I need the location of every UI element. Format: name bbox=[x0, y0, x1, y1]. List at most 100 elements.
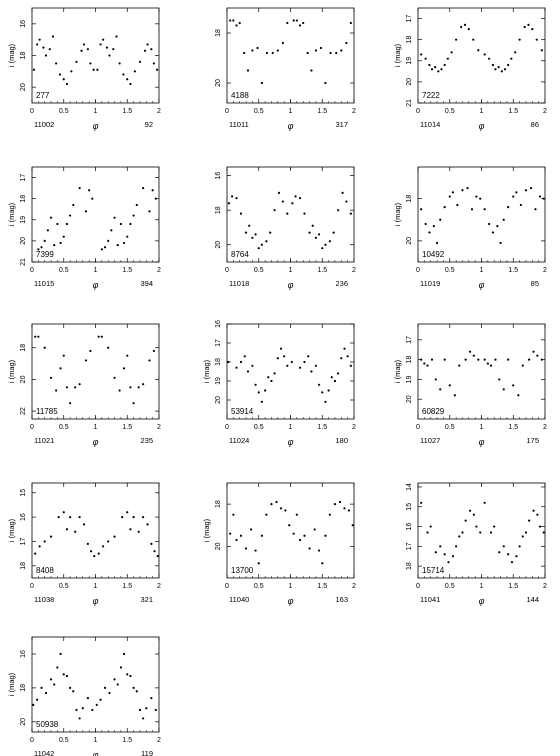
data-point bbox=[302, 21, 305, 25]
data-point bbox=[58, 73, 62, 76]
data-point bbox=[440, 68, 443, 71]
data-point bbox=[430, 358, 434, 361]
data-point bbox=[235, 196, 238, 200]
data-point bbox=[238, 21, 241, 25]
data-point bbox=[102, 545, 105, 548]
data-point bbox=[78, 516, 81, 519]
data-point bbox=[53, 683, 56, 686]
data-point bbox=[138, 60, 142, 63]
data-point bbox=[475, 525, 478, 528]
data-point bbox=[279, 347, 283, 350]
data-point bbox=[239, 534, 243, 537]
period-label: 119 bbox=[141, 749, 153, 756]
field-id-label: 11014 bbox=[420, 120, 440, 129]
y-tick-label: 20 bbox=[406, 395, 413, 403]
data-point bbox=[107, 346, 110, 349]
data-point bbox=[328, 240, 331, 243]
light-curve-panel-53914: 0 0.5 1 1.5 2 16 17 18 19 20 53914 11024 180 φ i (mag) bbox=[202, 320, 356, 447]
data-point bbox=[108, 54, 111, 57]
y-axis-label: i (mag) bbox=[202, 518, 211, 542]
x-tick-label: 2 bbox=[543, 424, 547, 431]
data-point bbox=[126, 235, 129, 238]
data-point bbox=[310, 370, 313, 373]
data-point bbox=[53, 244, 56, 247]
data-point bbox=[132, 214, 135, 217]
panel-frame bbox=[417, 166, 546, 263]
data-point bbox=[423, 362, 426, 365]
data-point bbox=[448, 195, 451, 198]
x-tick-label: 1 bbox=[94, 737, 98, 744]
data-point bbox=[466, 187, 469, 190]
data-point bbox=[69, 686, 72, 689]
field-id-label: 11002 bbox=[34, 120, 54, 129]
data-point bbox=[273, 209, 276, 212]
data-point bbox=[510, 561, 514, 564]
data-point bbox=[78, 717, 81, 720]
data-point bbox=[321, 247, 324, 250]
data-point bbox=[99, 698, 102, 701]
period-label: 317 bbox=[335, 120, 348, 129]
field-id-label: 11015 bbox=[34, 279, 54, 288]
y-tick-label: 19 bbox=[406, 375, 413, 383]
data-point bbox=[69, 214, 72, 217]
data-point bbox=[291, 202, 294, 205]
data-point bbox=[420, 358, 423, 361]
data-point bbox=[283, 355, 286, 358]
field-id-label: 11042 bbox=[34, 749, 54, 756]
data-point bbox=[267, 376, 270, 379]
data-point bbox=[243, 355, 246, 358]
y-tick-label: 15 bbox=[20, 489, 27, 497]
data-point bbox=[432, 225, 435, 228]
data-point bbox=[38, 38, 41, 41]
data-point bbox=[308, 547, 311, 550]
x-tick-label: 1 bbox=[480, 424, 484, 431]
data-point bbox=[116, 244, 119, 247]
x-axis-label: φ bbox=[93, 437, 99, 447]
y-axis-label: i (mag) bbox=[202, 359, 211, 383]
data-point bbox=[461, 189, 464, 192]
x-tick-label: 0 bbox=[416, 108, 420, 115]
data-point bbox=[472, 513, 475, 516]
data-point bbox=[275, 500, 278, 504]
panel-frame bbox=[417, 482, 546, 579]
data-point bbox=[467, 28, 470, 31]
y-tick-label: 18 bbox=[215, 29, 222, 37]
field-id-label: 11019 bbox=[420, 279, 440, 288]
x-tick-label: 1 bbox=[480, 267, 484, 274]
data-point bbox=[303, 212, 306, 215]
data-point bbox=[345, 200, 348, 203]
data-point bbox=[531, 28, 534, 31]
data-point bbox=[37, 248, 40, 251]
data-point bbox=[455, 545, 458, 548]
star-id-label: 53914 bbox=[231, 407, 254, 416]
x-tick-label: 0 bbox=[30, 583, 34, 590]
data-point bbox=[329, 51, 332, 55]
field-id-label: 11018 bbox=[229, 279, 249, 288]
data-point bbox=[89, 349, 92, 353]
data-point bbox=[59, 241, 62, 245]
data-point bbox=[446, 57, 449, 60]
data-point bbox=[340, 357, 343, 360]
data-point bbox=[246, 69, 250, 72]
x-tick-label: 1.5 bbox=[317, 424, 327, 431]
data-point bbox=[521, 364, 524, 367]
data-point bbox=[49, 535, 53, 538]
data-point bbox=[264, 389, 267, 392]
data-point bbox=[119, 666, 122, 669]
data-point bbox=[311, 224, 314, 227]
data-point bbox=[251, 236, 254, 239]
data-point bbox=[84, 210, 88, 213]
star-id-label: 15714 bbox=[422, 566, 445, 575]
star-id-label: 13700 bbox=[231, 566, 254, 575]
data-point bbox=[483, 358, 486, 361]
data-point bbox=[119, 222, 122, 226]
y-tick-label: 20 bbox=[215, 79, 222, 87]
x-tick-label: 0.5 bbox=[445, 108, 455, 115]
data-point bbox=[129, 528, 132, 531]
data-point bbox=[428, 231, 431, 234]
data-point bbox=[229, 532, 232, 535]
y-axis-label: i (mag) bbox=[7, 518, 16, 542]
data-point bbox=[292, 19, 295, 22]
data-point bbox=[243, 51, 246, 55]
panel-frame bbox=[31, 7, 160, 104]
